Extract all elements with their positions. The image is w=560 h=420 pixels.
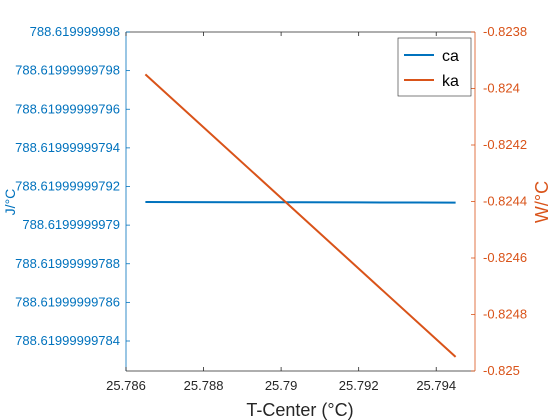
left-tick-label: 788.61999999788 [15,256,120,271]
left-tick-label: 788.61999999784 [15,333,120,348]
left-tick-label: 788.61999999792 [15,179,120,194]
right-tick-label: -0.8246 [483,250,527,265]
left-tick-label: 788.61999999794 [15,140,120,155]
left-tick-label: 788.61999999786 [15,294,120,309]
right-tick-label: -0.825 [483,363,520,378]
legend: ca ka [397,37,472,97]
series-layer [144,73,457,358]
right-tick-label: -0.8238 [483,24,527,39]
legend-label-ka: ka [442,73,459,90]
x-tick-label: 25.788 [184,378,224,393]
right-tick-label: -0.8244 [483,194,527,209]
x-tick-label: 25.79 [265,378,298,393]
left-tick-label: 788.61999999796 [15,101,120,116]
series-line-ka [144,73,457,358]
ticks-layer: 25.786 25.788 25.79 25.792 25.794 788.6199999… [15,24,527,393]
left-tick-label: 788.619999998 [30,24,120,39]
legend-label-ca: ca [442,48,459,65]
left-tick-label: 788.6199999979 [22,217,120,232]
x-tick-label: 25.786 [106,378,146,393]
right-tick-label: -0.8242 [483,137,527,152]
x-axis-label: T-Center (°C) [246,400,353,420]
x-tick-label: 25.792 [339,378,379,393]
right-tick-label: -0.824 [483,81,520,96]
right-y-axis-label: W/°C [532,181,552,223]
series-line-ca [145,200,456,204]
x-tick-label: 25.794 [416,378,456,393]
legend-box [397,37,472,97]
left-tick-label: 788.61999999798 [15,63,120,78]
left-y-axis-label: J/°C [2,189,18,216]
right-tick-label: -0.8248 [483,307,527,322]
